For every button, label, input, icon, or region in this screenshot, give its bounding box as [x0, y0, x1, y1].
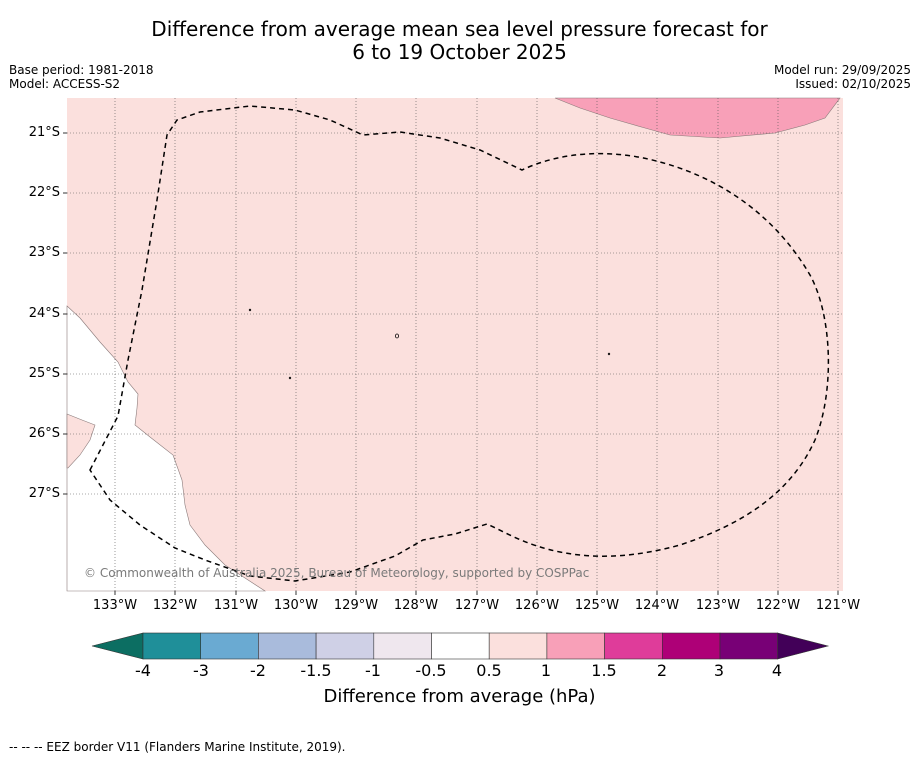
lon-label: 126°W — [514, 598, 560, 613]
lat-label: 24°S — [28, 306, 60, 321]
colorbar-label: Difference from average (hPa) — [323, 686, 596, 707]
anomaly-fill-0-5-to-1 — [67, 98, 843, 591]
lon-label: 121°W — [815, 598, 861, 613]
colorbar-cell — [142, 632, 202, 660]
axis-ticks — [63, 132, 839, 595]
lat-label: 23°S — [28, 245, 60, 260]
island-dot — [394, 333, 399, 339]
anomaly-fill-island — [66, 413, 96, 469]
model-name: Model: ACCESS-S2 — [9, 77, 121, 91]
lat-label: 25°S — [28, 366, 60, 381]
colorbar-tick: -2 — [250, 661, 266, 680]
colorbar — [91, 632, 830, 660]
issued-date: Issued: 02/10/2025 — [795, 77, 911, 91]
eez-legend: -- -- -- EEZ border V11 (Flanders Marine… — [9, 740, 346, 754]
colorbar-cell — [719, 632, 779, 660]
colorbar-tick: 0.5 — [476, 661, 502, 680]
title-line-2: 6 to 19 October 2025 — [352, 40, 567, 64]
colorbar-cell — [315, 632, 375, 660]
colorbar-cell — [661, 632, 721, 660]
chart-title: Difference from average mean sea level p… — [0, 18, 919, 64]
island-dot — [248, 308, 252, 312]
colorbar-tick: 1 — [540, 661, 552, 680]
colorbar-cell — [258, 632, 317, 660]
lon-label: 122°W — [755, 598, 801, 613]
model-run: Model run: 29/09/2025 — [773, 63, 911, 77]
colorbar-cell — [373, 632, 432, 660]
title-line-1: Difference from average mean sea level p… — [151, 17, 768, 41]
colorbar-cell — [604, 632, 663, 660]
colorbar-cell — [488, 632, 548, 660]
colorbar-cell — [431, 632, 490, 660]
lon-label: 133°W — [92, 598, 138, 613]
lon-label: 124°W — [634, 598, 680, 613]
colorbar-tick: 1.5 — [591, 661, 617, 680]
lat-label: 21°S — [28, 125, 60, 140]
meta-right: Model run: 29/09/2025 Issued: 02/10/2025 — [774, 63, 911, 91]
island-dot — [607, 352, 611, 356]
anomaly-fill-neutral — [66, 305, 267, 592]
map — [63, 97, 843, 595]
lon-label: 123°W — [695, 598, 741, 613]
lat-label: 22°S — [28, 185, 60, 200]
lon-label: 132°W — [152, 598, 198, 613]
lon-label: 131°W — [213, 598, 259, 613]
lon-label: 125°W — [574, 598, 620, 613]
colorbar-tick: -4 — [135, 661, 151, 680]
islands — [248, 308, 611, 380]
anomaly-fill-high — [554, 97, 841, 139]
colorbar-extend-high — [777, 632, 830, 660]
copyright-note: © Commonwealth of Australia 2025, Bureau… — [84, 566, 590, 580]
colorbar-tick: 3 — [713, 661, 725, 680]
base-period: Base period: 1981-2018 — [9, 63, 154, 77]
lat-label: 27°S — [28, 486, 60, 501]
colorbar-extend-low — [91, 632, 144, 660]
lat-label: 26°S — [28, 426, 60, 441]
meta-left: Base period: 1981-2018 Model: ACCESS-S2 — [9, 63, 154, 91]
colorbar-cell — [546, 632, 605, 660]
colorbar-tick: -1.5 — [300, 661, 332, 680]
gridlines — [67, 98, 843, 591]
eez-border — [89, 105, 830, 582]
island-dot — [288, 376, 292, 380]
lon-label: 128°W — [393, 598, 439, 613]
lon-label: 129°W — [333, 598, 379, 613]
colorbar-tick: -3 — [193, 661, 209, 680]
lon-label: 130°W — [273, 598, 319, 613]
lon-label: 127°W — [454, 598, 500, 613]
colorbar-tick: -0.5 — [415, 661, 447, 680]
colorbar-tick: 4 — [771, 661, 783, 680]
colorbar-tick: 2 — [656, 661, 668, 680]
colorbar-cell — [200, 632, 259, 660]
colorbar-tick: -1 — [365, 661, 381, 680]
